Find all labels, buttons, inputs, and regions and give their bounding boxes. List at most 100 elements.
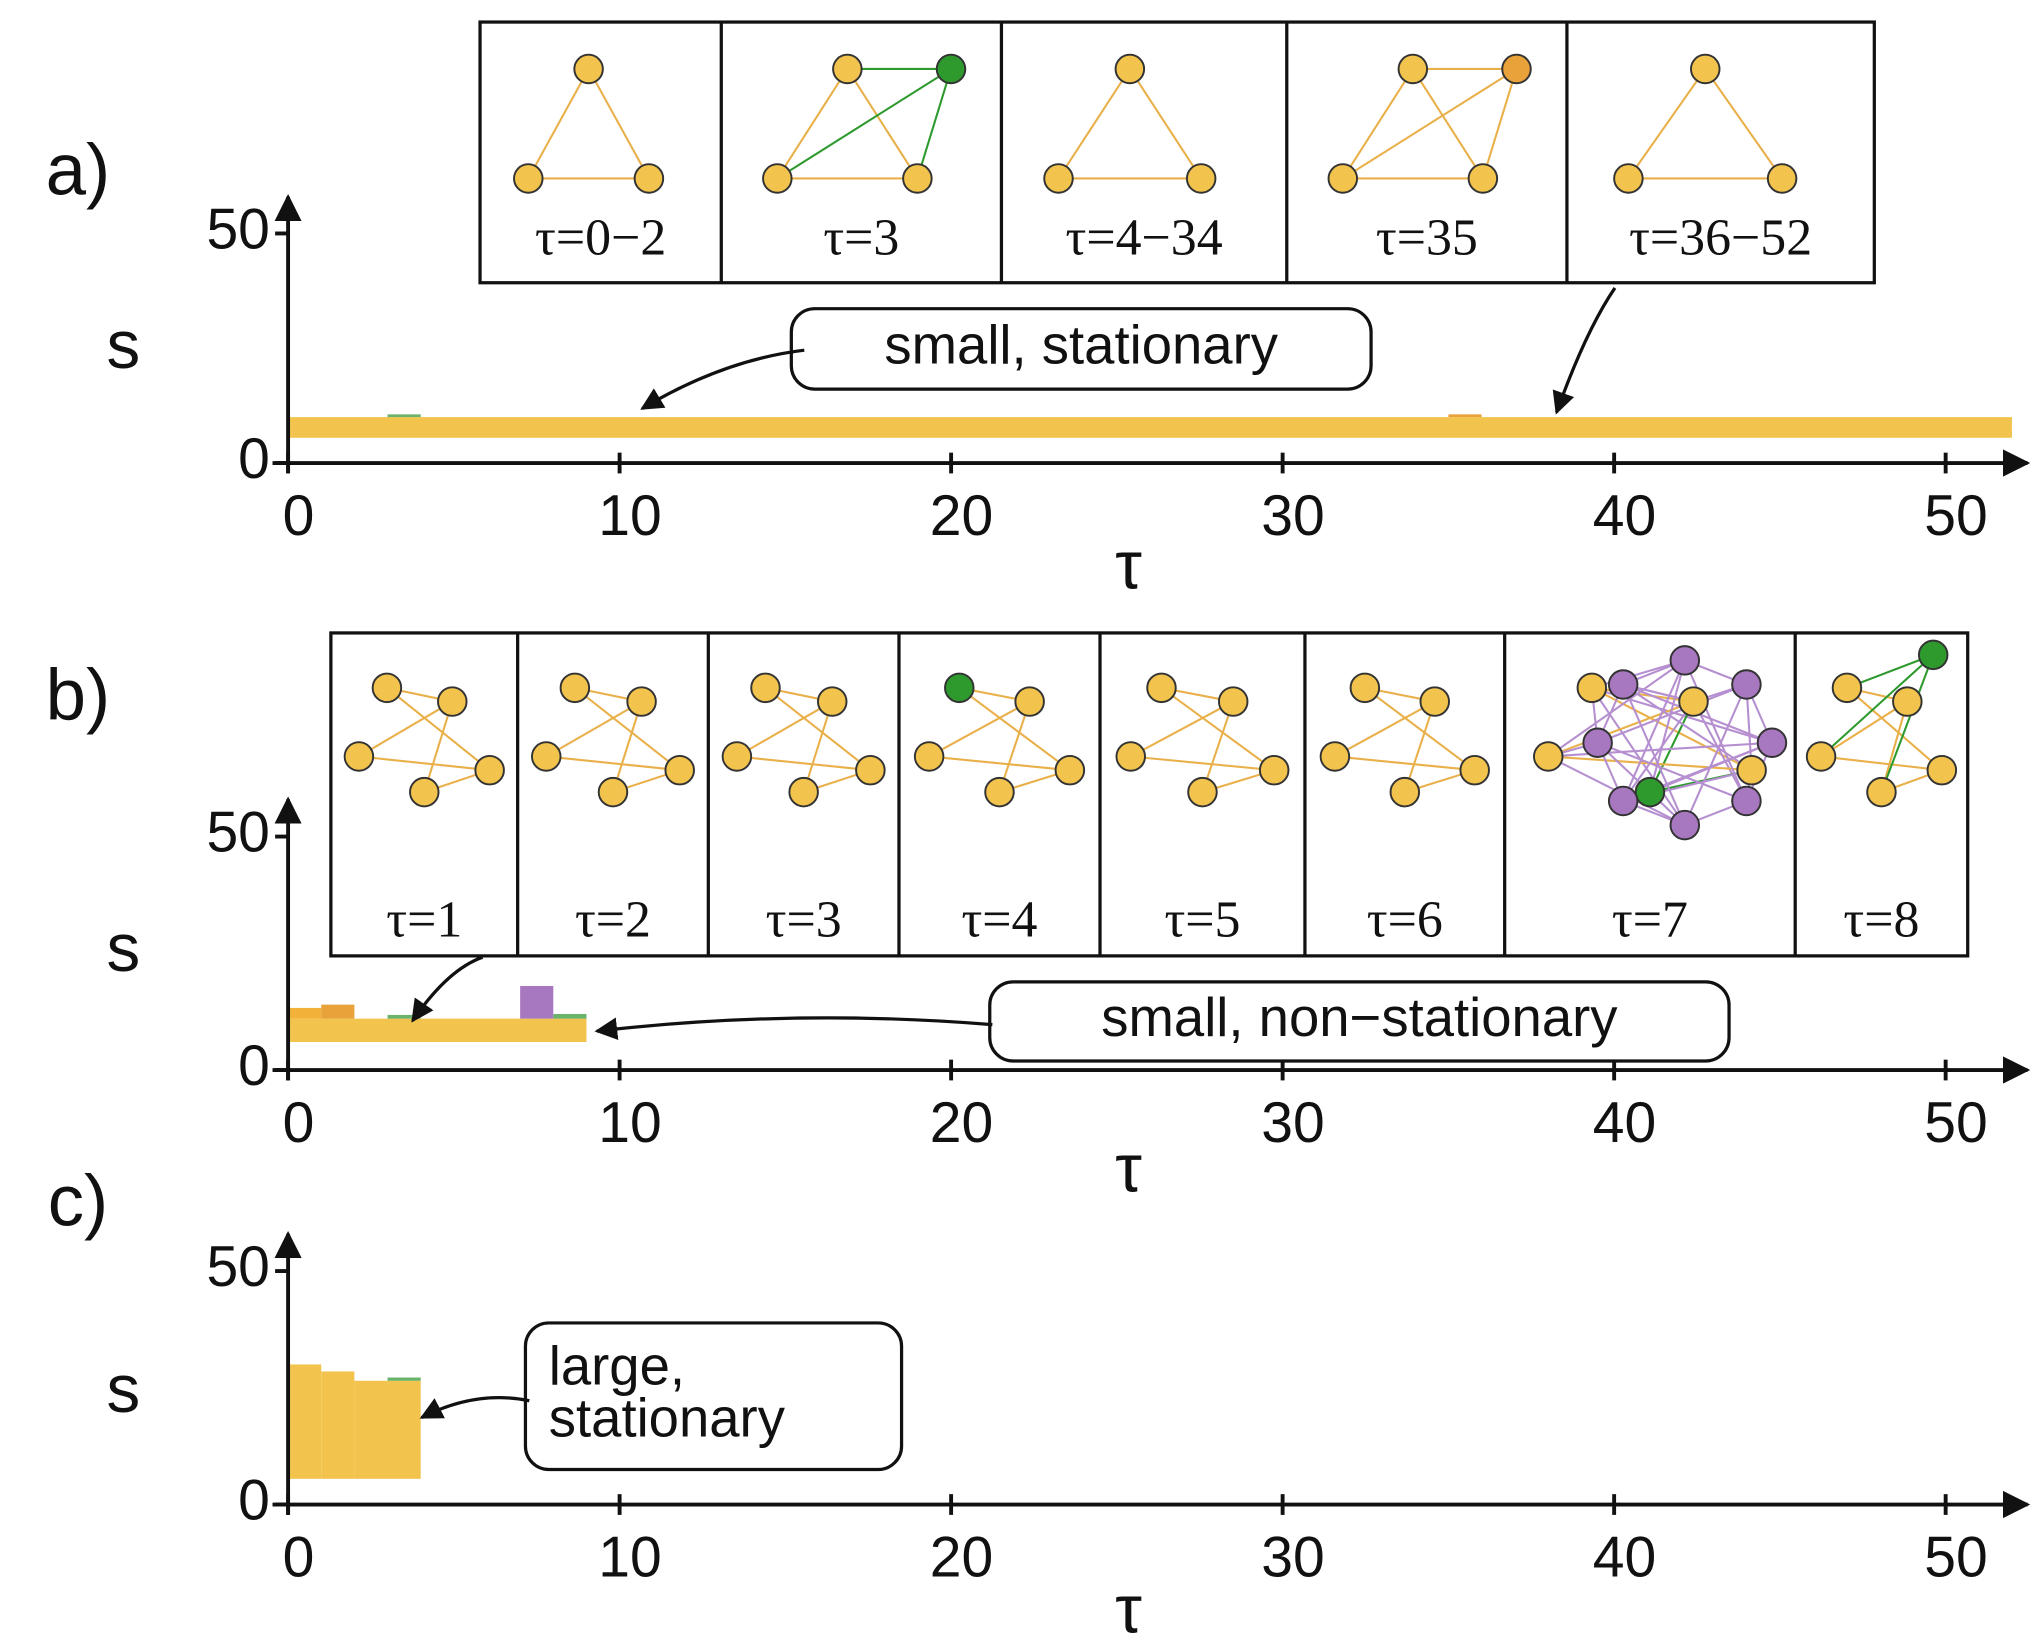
- network-node: [599, 778, 628, 807]
- community-band: [388, 414, 421, 417]
- network-node: [856, 756, 885, 785]
- inset-time-label: τ=5: [1164, 892, 1240, 949]
- network-node: [1768, 164, 1797, 193]
- network-node: [1188, 778, 1217, 807]
- network-node: [1460, 756, 1489, 785]
- network-node: [751, 674, 780, 703]
- x-tick-label: 50: [1924, 1526, 1987, 1590]
- panel-label: c): [48, 1160, 109, 1241]
- network-node: [1015, 687, 1044, 716]
- x-tick-label: 0: [283, 484, 315, 548]
- inset-time-label: τ=3: [766, 892, 842, 949]
- network-node: [514, 164, 543, 193]
- network-node: [1732, 787, 1761, 816]
- network-node: [985, 778, 1014, 807]
- network-node: [1919, 641, 1948, 670]
- figure: a)sτ01020304050050small, stationaryτ=0−2…: [0, 0, 2034, 1642]
- x-tick-label: 40: [1593, 484, 1656, 548]
- x-tick-label: 0: [283, 1526, 315, 1590]
- community-band: [354, 1381, 420, 1479]
- x-tick-label: 50: [1924, 1091, 1987, 1155]
- network-node: [937, 55, 966, 84]
- network-node: [574, 55, 603, 84]
- community-band: [288, 1008, 321, 1019]
- x-tick-label: 10: [598, 1526, 661, 1590]
- annotation-arrow: [642, 350, 804, 408]
- network-node: [1391, 778, 1420, 807]
- network-node: [1056, 756, 1085, 785]
- network-node: [345, 742, 374, 771]
- annotation-arrow: [422, 1398, 530, 1418]
- inset-time-label: τ=7: [1612, 892, 1688, 949]
- inset-time-label: τ=35: [1376, 209, 1478, 266]
- network-node: [1671, 646, 1700, 675]
- network-node: [1583, 728, 1612, 757]
- x-tick-label: 10: [598, 484, 661, 548]
- network-node: [1833, 674, 1862, 703]
- x-tick-label: 40: [1593, 1091, 1656, 1155]
- community-band: [388, 1378, 421, 1381]
- annotation: small, stationary: [884, 314, 1278, 375]
- inset-time-label: τ=3: [823, 209, 899, 266]
- panel-label: b): [46, 655, 111, 736]
- network-node: [818, 687, 847, 716]
- x-axis-label: τ: [1115, 1573, 1142, 1642]
- network-node: [1893, 687, 1922, 716]
- inset-time-label: τ=1: [386, 892, 462, 949]
- x-tick-label: 20: [930, 484, 993, 548]
- network-node: [1321, 742, 1350, 771]
- x-axis-label: τ: [1115, 528, 1142, 603]
- community-band: [288, 1364, 321, 1478]
- network-node: [1679, 687, 1708, 716]
- network-node: [1329, 164, 1358, 193]
- y-tick-label: 0: [238, 1469, 270, 1533]
- network-node: [833, 55, 862, 84]
- x-tick-label: 50: [1924, 484, 1987, 548]
- network-node: [1867, 778, 1896, 807]
- network-node: [1534, 742, 1563, 771]
- network-node: [945, 674, 974, 703]
- network-node: [1116, 55, 1145, 84]
- network-node: [1147, 674, 1176, 703]
- network-node: [1636, 778, 1665, 807]
- community-band: [288, 1019, 586, 1042]
- inset-time-label: τ=4−34: [1066, 209, 1223, 266]
- annotation-arrow: [597, 1018, 993, 1031]
- inset-time-label: τ=8: [1843, 892, 1919, 949]
- community-band: [520, 986, 553, 1019]
- network-node: [915, 742, 944, 771]
- network-node: [635, 164, 664, 193]
- network-node: [532, 742, 561, 771]
- inset-time-label: τ=6: [1367, 892, 1443, 949]
- y-axis-label: s: [107, 1352, 141, 1427]
- y-axis-label: s: [107, 308, 141, 383]
- network-node: [1691, 55, 1720, 84]
- network-node: [1671, 811, 1700, 840]
- network-node: [665, 756, 694, 785]
- annotation: small, non−stationary: [1101, 987, 1618, 1048]
- community-band: [321, 1005, 354, 1019]
- annotation: stationary: [549, 1388, 786, 1449]
- inset-time-label: τ=36−52: [1629, 209, 1812, 266]
- community-band: [321, 1371, 354, 1478]
- inset-time-label: τ=0−2: [535, 209, 666, 266]
- x-tick-label: 30: [1261, 484, 1324, 548]
- network-node: [723, 742, 752, 771]
- network-node: [1578, 674, 1607, 703]
- community-band: [288, 417, 2012, 438]
- network-node: [475, 756, 504, 785]
- x-tick-label: 20: [930, 1526, 993, 1590]
- network-node: [1116, 742, 1145, 771]
- network-node: [789, 778, 818, 807]
- y-axis-label: s: [107, 911, 141, 986]
- community-band: [1448, 414, 1481, 417]
- y-tick-label: 0: [238, 427, 270, 491]
- network-node: [1420, 687, 1449, 716]
- network-node: [1044, 164, 1073, 193]
- network-node: [1614, 164, 1643, 193]
- annotation-arrow: [413, 957, 483, 1021]
- network-node: [1609, 787, 1638, 816]
- network-node: [438, 687, 467, 716]
- y-tick-label: 0: [238, 1034, 270, 1098]
- x-tick-label: 0: [283, 1091, 315, 1155]
